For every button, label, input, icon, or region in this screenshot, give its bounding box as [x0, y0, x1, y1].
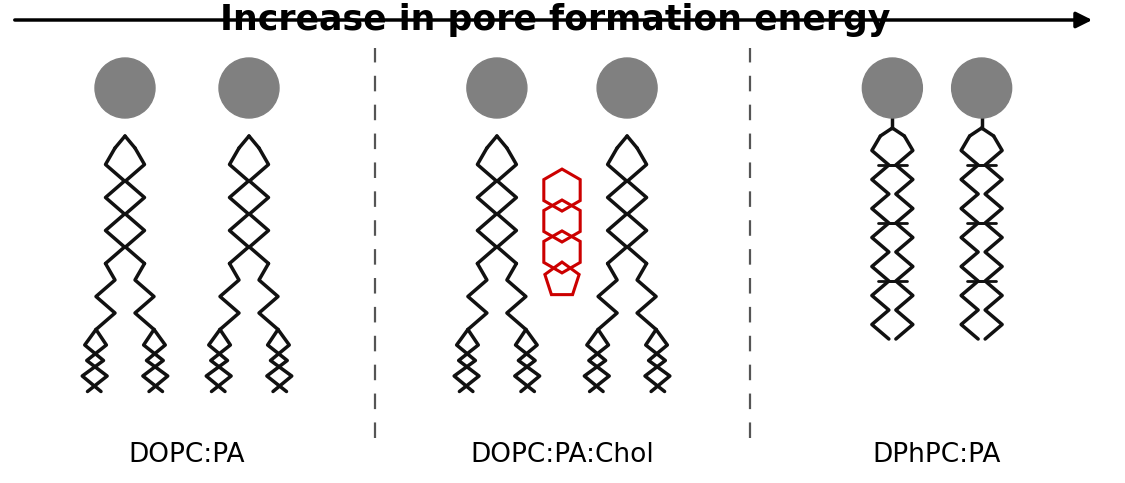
Circle shape: [467, 58, 526, 118]
Text: Increase in pore formation energy: Increase in pore formation energy: [219, 3, 890, 37]
Text: DOPC:PA:Chol: DOPC:PA:Chol: [470, 442, 654, 468]
Circle shape: [863, 58, 922, 118]
Text: DOPC:PA: DOPC:PA: [128, 442, 245, 468]
Text: DPhPC:PA: DPhPC:PA: [873, 442, 1001, 468]
Circle shape: [952, 58, 1011, 118]
Circle shape: [219, 58, 279, 118]
Circle shape: [94, 58, 155, 118]
Circle shape: [597, 58, 657, 118]
